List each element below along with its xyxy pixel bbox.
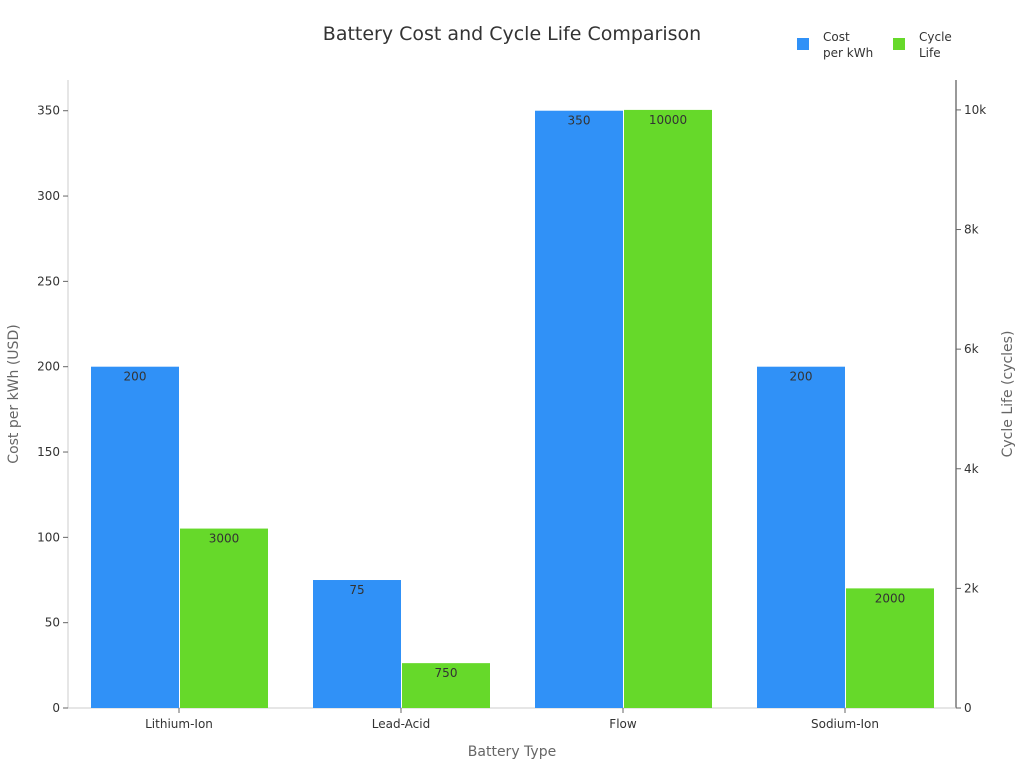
y-tick-label: 250: [37, 274, 60, 288]
legend-swatch: [893, 38, 905, 50]
y2-tick-label: 10k: [964, 103, 986, 117]
y2-tick-label: 2k: [964, 581, 979, 595]
legend-label: Cost: [823, 30, 850, 44]
legend-label: Life: [919, 46, 941, 60]
y2-tick-label: 4k: [964, 462, 979, 476]
y-tick-label: 100: [37, 530, 60, 544]
bar-cost-per-kwh: [313, 580, 401, 708]
y2-axis-label: Cycle Life (cycles): [1000, 331, 1016, 458]
y2-tick-label: 8k: [964, 223, 979, 237]
legend-label: per kWh: [823, 46, 873, 60]
y-tick-label: 300: [37, 189, 60, 203]
x-tick-label: Sodium-Ion: [811, 717, 879, 731]
data-label: 2000: [875, 591, 906, 605]
data-label: 350: [568, 114, 591, 128]
chart-title: Battery Cost and Cycle Life Comparison: [323, 23, 701, 45]
bar-cost-per-kwh: [535, 110, 623, 708]
data-label: 200: [124, 370, 147, 384]
y-tick-label: 0: [52, 701, 60, 715]
y-tick-label: 50: [45, 616, 60, 630]
bar-cycle-life: [180, 528, 268, 708]
data-label: 200: [790, 370, 813, 384]
x-axis-label: Battery Type: [468, 744, 556, 760]
x-tick-label: Lithium-Ion: [145, 717, 213, 731]
data-label: 10000: [649, 113, 687, 127]
x-tick-label: Flow: [609, 717, 637, 731]
legend-swatch: [797, 38, 809, 50]
data-label: 75: [349, 583, 364, 597]
y2-tick-label: 0: [964, 701, 972, 715]
legend-label: Cycle: [919, 30, 952, 44]
y-tick-label: 350: [37, 104, 60, 118]
y-axis-label: Cost per kWh (USD): [6, 324, 22, 463]
y-tick-label: 150: [37, 445, 60, 459]
data-label: 750: [435, 666, 458, 680]
y2-tick-label: 6k: [964, 342, 979, 356]
legend: Cost per kWh Cycle Life: [797, 30, 952, 60]
y-tick-label: 200: [37, 360, 60, 374]
bar-cycle-life: [846, 588, 934, 708]
bar-cycle-life: [402, 663, 490, 708]
bar-cycle-life: [624, 109, 712, 708]
data-label: 3000: [209, 532, 240, 546]
x-tick-label: Lead-Acid: [372, 717, 430, 731]
bar-cost-per-kwh: [91, 366, 179, 708]
bar-cost-per-kwh: [757, 366, 845, 708]
